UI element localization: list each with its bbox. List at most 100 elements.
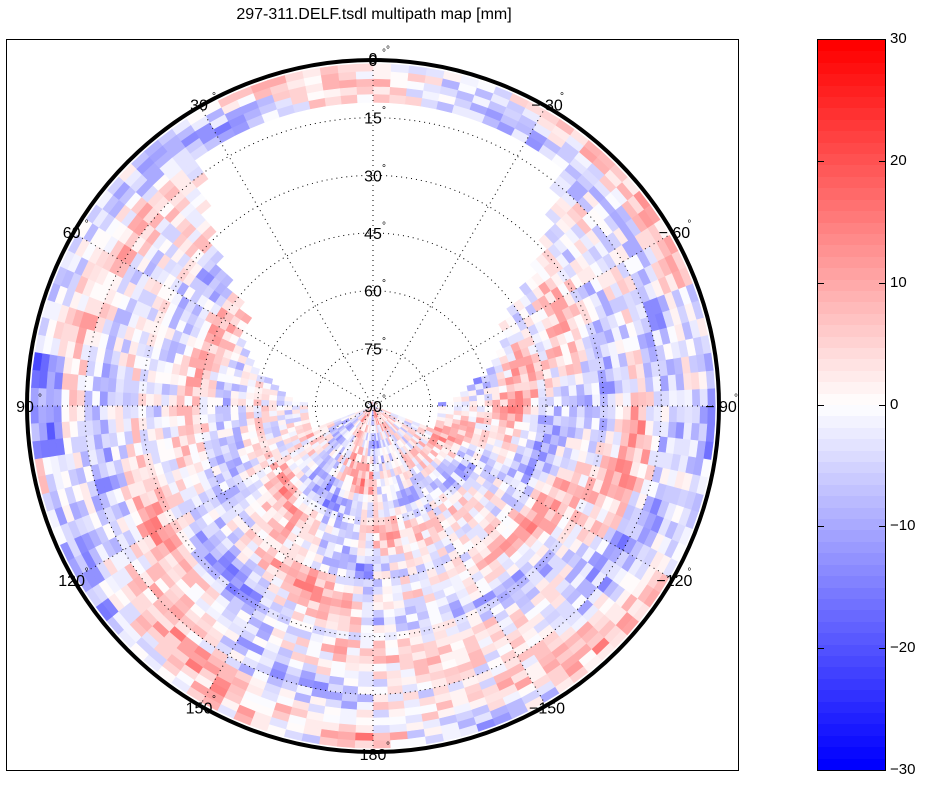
heatmap-cell [69,421,79,439]
heatmap-cell [514,397,524,407]
heatmap-cell [245,399,255,407]
heatmap-cell [77,420,87,438]
heatmap-cell [437,401,447,407]
heatmap-cell [207,405,216,416]
heatmap-cell [644,376,654,393]
heatmap-cell [253,405,263,413]
heatmap-cell [357,678,374,687]
heatmap-cell [99,391,109,407]
heatmap-cell [495,347,507,359]
heatmap-cell [84,420,95,437]
heatmap-cell [553,405,562,417]
heatmap-cell [215,413,225,423]
heatmap-cell [69,373,79,391]
heatmap-cell [476,405,485,413]
heatmap-cell [372,685,389,695]
heatmap-cell [560,395,570,407]
heatmap-cell [372,532,381,541]
heatmap-cell [367,501,374,511]
heatmap-cell [53,405,63,424]
heatmap-cell [61,405,71,423]
heatmap-cell [238,384,249,394]
azimuth-label-60: 60 [63,225,81,242]
heatmap-cell [123,379,133,394]
heatmap-cell [372,624,386,634]
heatmap-cell [284,405,293,411]
heatmap-cell [491,411,501,420]
heatmap-cell [552,385,562,397]
heatmap-cell [208,422,218,433]
heatmap-cell [667,373,677,391]
heatmap-cell [364,547,374,557]
heatmap-cell [537,414,547,425]
heatmap-cell [138,381,148,395]
heatmap-cell [207,396,216,407]
heatmap-cell [215,405,224,415]
heatmap-cell [169,384,179,397]
heatmap-cell [355,86,374,96]
heatmap-cell [568,394,578,407]
heatmap-cell [351,530,361,541]
heatmap-cell [123,418,133,433]
azimuth-label-180: 180 [360,747,387,764]
heatmap-cell [191,396,201,407]
heatmap-cell [261,405,270,413]
colorbar-tick-right [879,404,886,406]
heatmap-cell [356,94,374,104]
heatmap-cell [668,405,678,423]
heatmap-cell [347,638,362,649]
heatmap-cell [355,724,374,734]
heatmap-cell [355,508,363,518]
azimuth-label-0-degree: ° [386,45,390,56]
heatmap-cell [387,684,404,695]
heatmap-cell [558,425,569,438]
heatmap-cell [372,616,385,626]
heatmap-cell [507,398,516,407]
heatmap-cell [538,234,554,250]
heatmap-cell [459,390,469,398]
heatmap-cell [245,392,255,401]
heatmap-cell [629,405,639,421]
heatmap-cell [499,398,508,407]
heatmap-cell [551,376,561,388]
heatmap-cell [372,662,388,672]
heatmap-cell [185,424,195,436]
heatmap-cell [560,405,570,417]
heatmap-cell [614,405,624,420]
heatmap-cell [84,405,94,422]
heatmap-cell [372,693,389,703]
heatmap-cell [341,591,354,602]
heatmap-cell [115,392,124,407]
heatmap-cell [365,540,374,549]
heatmap-cell [347,553,358,564]
azimuth-label-180-degree: ° [386,741,390,752]
heatmap-cell [356,708,374,718]
heatmap-cell [207,413,217,424]
elevation-label-75-degree: ° [382,336,386,347]
heatmap-cell [379,531,388,541]
heatmap-cell [372,601,385,611]
heatmap-cell [169,415,179,428]
heatmap-cell [553,395,562,407]
heatmap-cell [344,661,360,672]
heatmap-cell [543,377,554,389]
colorbar-tick-label: −30 [890,761,916,778]
heatmap-cell [361,609,374,618]
heatmap-cell [521,389,531,399]
heatmap-cell [368,470,374,480]
heatmap-cell [543,423,554,435]
heatmap-cell [367,493,374,503]
elevation-label-90: 90 [364,399,382,416]
heatmap-cell [659,374,669,392]
heatmap-cell [537,387,547,398]
heatmap-cell [230,405,239,414]
heatmap-cell [349,615,363,626]
heatmap-cell [621,378,631,394]
heatmap-cell [372,670,388,680]
heatmap-cell [346,646,361,656]
heatmap-cell [381,570,392,580]
heatmap-cell [691,388,701,407]
heatmap-cell [644,419,654,436]
heatmap-cell [45,388,55,407]
heatmap-cell [349,546,359,556]
